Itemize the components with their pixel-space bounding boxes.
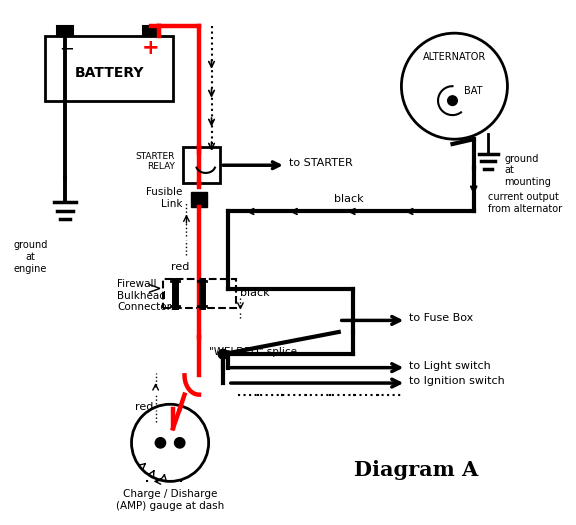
Text: red: red [135, 402, 153, 412]
Bar [57, 26, 73, 36]
Text: current output
from alternator: current output from alternator [488, 192, 562, 214]
Text: >: > [146, 280, 161, 298]
Text: to Light switch: to Light switch [409, 361, 491, 371]
Text: ─: ─ [62, 40, 73, 59]
Bar [164, 279, 236, 308]
Text: BAT: BAT [464, 86, 483, 96]
Bar [143, 26, 158, 36]
Circle shape [401, 33, 507, 139]
Text: "WELDED" splice: "WELDED" splice [209, 347, 297, 357]
Circle shape [175, 438, 184, 448]
Text: to STARTER: to STARTER [289, 159, 353, 169]
Text: BATTERY: BATTERY [75, 66, 144, 80]
Text: ground
at
mounting: ground at mounting [505, 154, 551, 187]
Bar [45, 36, 173, 101]
Circle shape [218, 349, 228, 359]
Circle shape [448, 96, 457, 106]
Text: ground
at
engine: ground at engine [13, 240, 47, 274]
Bar [191, 192, 207, 207]
Text: to Ignition switch: to Ignition switch [409, 376, 505, 386]
Text: black: black [240, 288, 270, 298]
Text: Diagram A: Diagram A [354, 460, 478, 480]
Text: +: + [142, 38, 160, 58]
Text: to Fuse Box: to Fuse Box [409, 313, 473, 323]
Text: red: red [170, 261, 189, 271]
Bar [183, 147, 220, 183]
Circle shape [156, 438, 165, 448]
Text: black: black [334, 194, 363, 204]
Text: STARTER
RELAY: STARTER RELAY [135, 152, 175, 171]
Text: Fusible
Link: Fusible Link [146, 187, 183, 209]
Circle shape [131, 404, 209, 481]
Text: Charge / Disharge
(AMP) gauge at dash: Charge / Disharge (AMP) gauge at dash [116, 489, 224, 511]
Text: Firewall
Bulkhead
Connectors: Firewall Bulkhead Connectors [117, 279, 177, 312]
Text: ALTERNATOR: ALTERNATOR [423, 52, 486, 62]
